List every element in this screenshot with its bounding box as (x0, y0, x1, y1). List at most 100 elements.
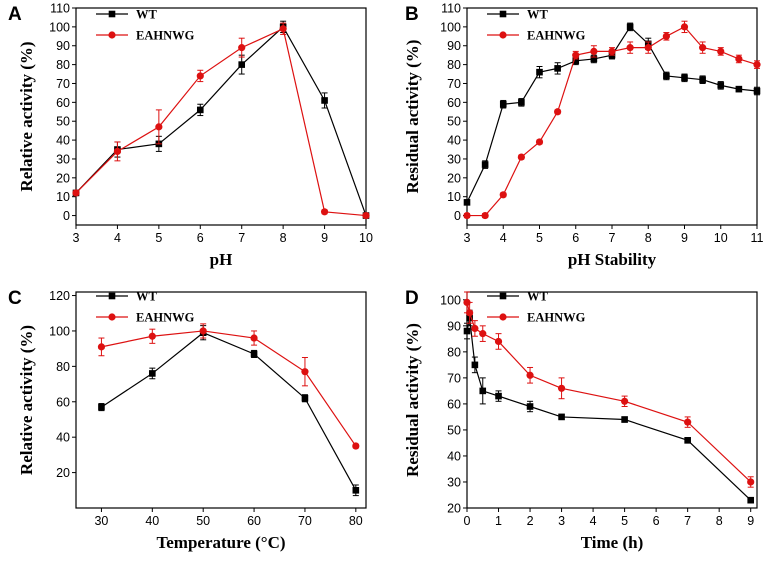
x-tick-label: 70 (298, 514, 312, 528)
y-tick-label: 60 (56, 395, 70, 409)
data-point (590, 47, 598, 56)
y-tick-label: 50 (447, 115, 461, 129)
x-tick-label: 4 (114, 231, 121, 245)
data-point (621, 397, 629, 405)
x-tick-label: 40 (145, 514, 159, 528)
data-point (481, 211, 489, 220)
data-point (148, 332, 156, 340)
x-tick-label: 5 (155, 231, 162, 245)
y-tick-label: 20 (447, 502, 461, 516)
data-point (717, 47, 725, 56)
data-point (526, 403, 534, 410)
data-point (684, 418, 692, 426)
data-point (526, 371, 534, 379)
data-point (199, 327, 207, 335)
data-point (149, 370, 156, 377)
x-tick-label: 1 (495, 514, 502, 528)
x-tick-label: 6 (197, 231, 204, 245)
y-tick-label: 110 (441, 2, 461, 16)
legend-marker (108, 313, 116, 321)
legend-label: EAHNWG (136, 29, 195, 43)
data-point (735, 55, 743, 63)
y-tick-label: 70 (56, 77, 70, 91)
y-tick-label: 100 (49, 324, 70, 338)
y-tick-label: 40 (447, 134, 461, 148)
y-tick-label: 90 (56, 39, 70, 53)
y-tick-label: 110 (50, 2, 70, 16)
x-tick-label: 9 (321, 231, 328, 245)
data-point (279, 25, 287, 33)
data-point (747, 478, 755, 486)
data-point (250, 350, 258, 358)
series-eahnwg (72, 22, 370, 220)
data-point (557, 384, 566, 392)
data-point (699, 44, 707, 52)
x-tick-label: 3 (464, 231, 471, 245)
data-point (362, 211, 370, 220)
x-tick-label: 60 (247, 514, 261, 528)
panel-letter: C (8, 288, 22, 309)
x-tick-label: 6 (653, 514, 660, 528)
y-axis-title: Residual activity (%) (403, 40, 422, 194)
data-point (97, 343, 106, 351)
panel-c: C 30 40 50 60 70 80 20 40 60 80 100 120 Temperature (… (8, 288, 367, 552)
panel-a: A3 4 5 6 7 8 9 100102030405060708090100110pHRel… (8, 2, 373, 270)
y-tick-label: 0 (63, 209, 70, 223)
x-tick-label: 7 (684, 514, 691, 528)
data-point (681, 74, 688, 82)
legend-label: EAHNWG (527, 29, 586, 43)
data-point (735, 85, 743, 93)
data-point (621, 416, 628, 423)
data-point (301, 368, 309, 376)
y-tick-label: 90 (447, 319, 461, 333)
legend-label: EAHNWG (136, 311, 195, 325)
data-point (572, 57, 580, 65)
data-point (466, 309, 474, 317)
data-point (250, 334, 258, 342)
data-point (699, 76, 706, 84)
data-point (517, 153, 525, 161)
series-line (101, 330, 357, 447)
x-tick-label: 3 (73, 231, 80, 245)
y-axis-title: Relative activity (%) (17, 41, 36, 191)
legend-marker (499, 292, 507, 300)
data-point (463, 199, 471, 206)
x-axis-title: pH (210, 250, 233, 269)
data-point (626, 23, 634, 31)
x-tick-label: 8 (280, 231, 287, 245)
data-point (644, 44, 652, 52)
data-point (494, 337, 503, 346)
series-eahnwg (97, 323, 360, 450)
panel-b: B3 4 5 6 7 8 9 10 110102030405060708090100110pH … (403, 2, 764, 270)
data-point (352, 486, 360, 494)
data-point (747, 496, 754, 504)
x-tick-label: 11 (751, 231, 764, 245)
series-wt (98, 325, 360, 497)
y-tick-label: 60 (447, 96, 461, 110)
plot-frame (466, 7, 758, 226)
plot-frame (75, 291, 367, 509)
series-line (75, 25, 367, 216)
data-point (554, 108, 562, 116)
y-tick-label: 30 (447, 152, 461, 166)
y-tick-label: 100 (49, 20, 70, 34)
data-point (536, 68, 543, 76)
data-point (663, 72, 670, 80)
data-point (320, 208, 329, 216)
data-point (499, 100, 507, 108)
series-wt (463, 309, 754, 504)
data-point (352, 442, 360, 450)
series-line (75, 27, 367, 217)
data-point (479, 330, 487, 338)
data-point (471, 324, 479, 333)
x-tick-label: 2 (527, 514, 534, 528)
data-point (499, 191, 507, 199)
y-tick-label: 10 (56, 190, 70, 204)
plot-frame (466, 291, 758, 509)
data-point (518, 99, 525, 106)
series-eahnwg (463, 291, 755, 488)
legend-marker (499, 10, 507, 18)
y-tick-label: 20 (56, 171, 70, 185)
data-point (301, 394, 309, 402)
y-tick-label: 50 (447, 423, 461, 437)
